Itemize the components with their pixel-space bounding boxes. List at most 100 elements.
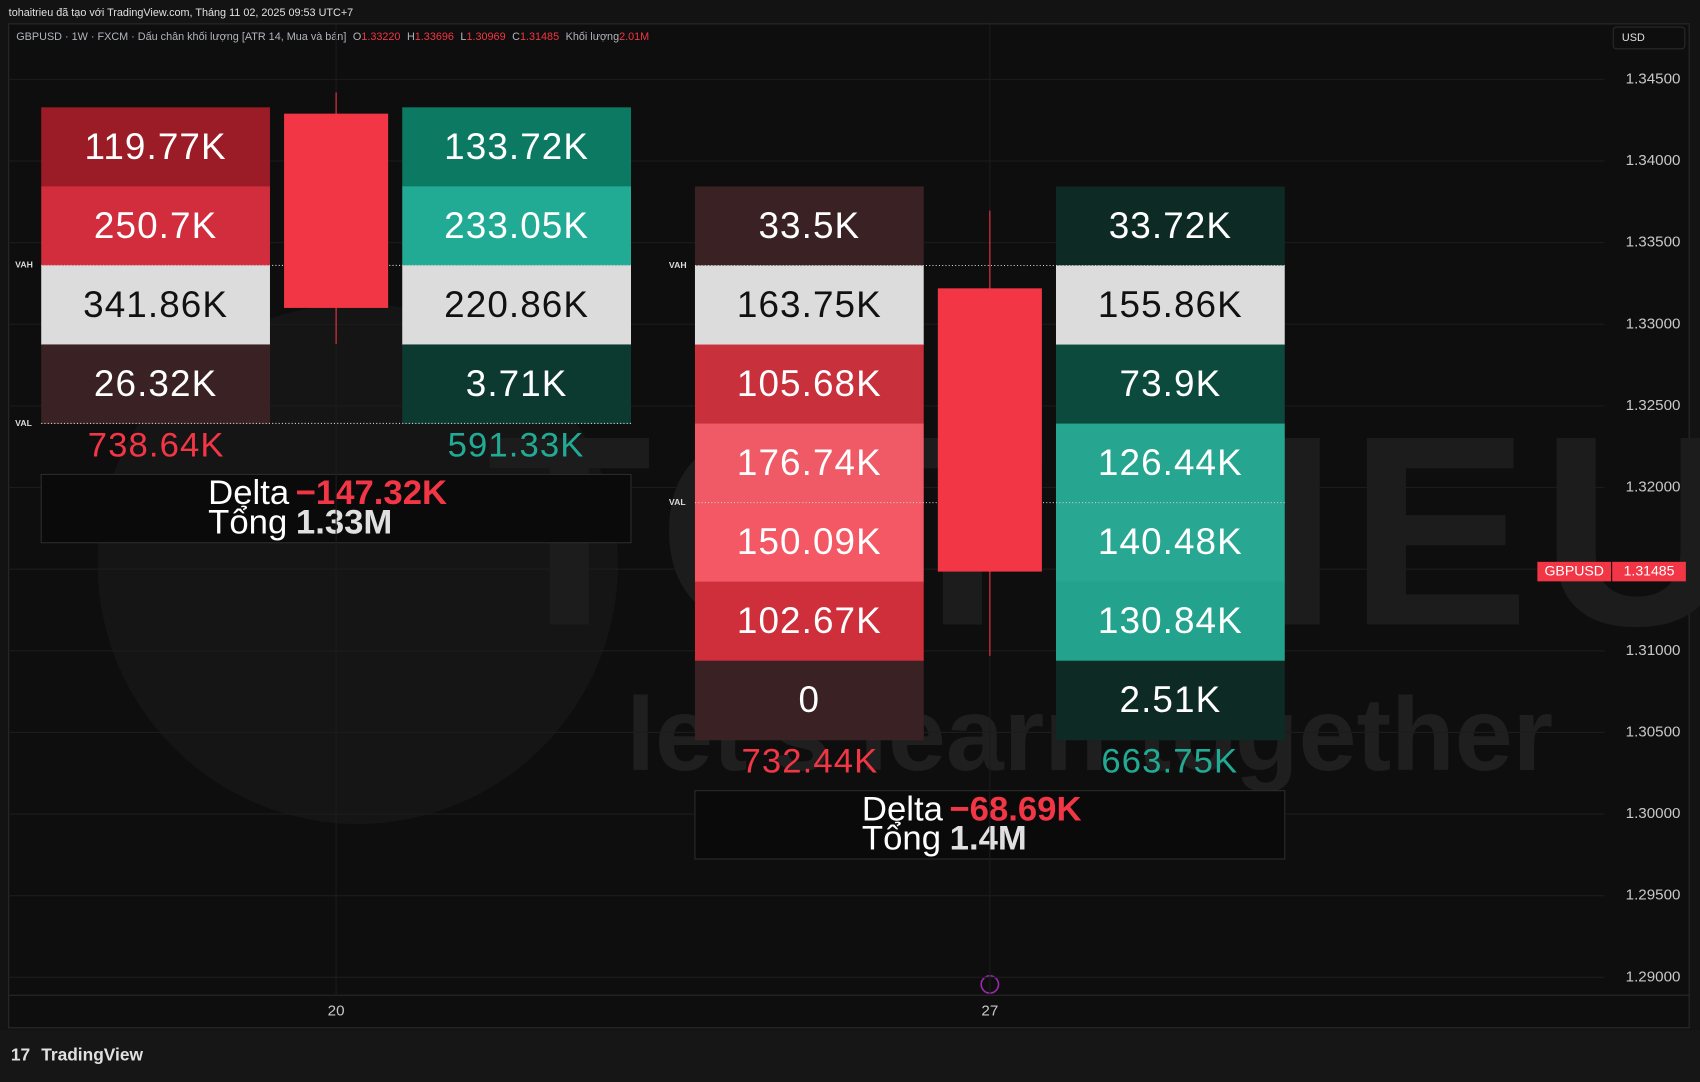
total-label: Tổng bbox=[862, 820, 941, 858]
legend-label: Khối lượng bbox=[566, 31, 619, 43]
price-tick-label: 1.31000 bbox=[1626, 642, 1681, 659]
sell-volume: 102.67K bbox=[737, 600, 882, 641]
buy-cell bbox=[1055, 581, 1285, 662]
buy-cell bbox=[402, 107, 631, 187]
sell-cell bbox=[41, 107, 270, 187]
buy-volume: 126.44K bbox=[1098, 442, 1243, 483]
sell-cell bbox=[694, 423, 924, 504]
legend-title: GBPUSD · 1W · FXCM · Dấu chân khối lượng… bbox=[16, 31, 346, 43]
sell-cell bbox=[41, 265, 270, 345]
buy-cell bbox=[1055, 265, 1285, 346]
delta-line: Delta −147.32K bbox=[208, 474, 447, 512]
sell-cell bbox=[694, 502, 924, 583]
sell-cell bbox=[41, 186, 270, 266]
buy-volume: 33.72K bbox=[1109, 205, 1232, 246]
total-line: Tổng 1.4M bbox=[862, 820, 1027, 858]
buy-cell bbox=[402, 186, 631, 266]
sell-volume: 119.77K bbox=[84, 126, 226, 167]
sell-cell bbox=[694, 344, 924, 425]
total-value: 1.4M bbox=[950, 820, 1027, 858]
footer-logo: TradingView bbox=[41, 1045, 143, 1065]
buy-cell bbox=[1055, 502, 1285, 583]
delta-label: Delta bbox=[208, 474, 290, 512]
vah-label: VAH bbox=[15, 260, 33, 270]
sell-volume: 26.32K bbox=[94, 363, 217, 404]
watermark-logo bbox=[97, 303, 618, 824]
legend-label: O bbox=[353, 31, 361, 43]
legend-label: H bbox=[407, 31, 415, 43]
total-value: 1.33M bbox=[296, 503, 392, 541]
candle-body bbox=[284, 113, 389, 308]
total-line: Tổng 1.33M bbox=[208, 503, 392, 541]
val-label: VAL bbox=[15, 418, 32, 428]
total-label: Tổng bbox=[208, 503, 287, 541]
price-tag-symbol: GBPUSD bbox=[1544, 562, 1603, 578]
sell-cell bbox=[694, 186, 924, 267]
price-tick-label: 1.33000 bbox=[1626, 315, 1681, 332]
legend: GBPUSD · 1W · FXCM · Dấu chân khối lượng… bbox=[16, 31, 649, 43]
delta-line: Delta −68.69K bbox=[862, 790, 1082, 828]
sell-volume: 33.5K bbox=[758, 205, 860, 246]
legend-value: 1.31485 bbox=[520, 31, 559, 43]
buy-volume: 133.72K bbox=[444, 126, 589, 167]
buy-total: 663.75K bbox=[1101, 743, 1238, 781]
delta-value: −147.32K bbox=[296, 474, 447, 512]
legend-label: L bbox=[460, 31, 466, 43]
buy-cell bbox=[402, 265, 631, 345]
delta-value: −68.69K bbox=[949, 790, 1081, 828]
price-tick-label: 1.29500 bbox=[1626, 887, 1681, 904]
sell-volume: 0 bbox=[799, 679, 821, 720]
sell-volume: 150.09K bbox=[737, 521, 882, 562]
buy-volume: 155.86K bbox=[1098, 284, 1243, 325]
sell-cell bbox=[694, 265, 924, 346]
sell-volume: 250.7K bbox=[94, 205, 217, 246]
price-tick-label: 1.29000 bbox=[1626, 968, 1681, 985]
candle-body bbox=[937, 288, 1042, 572]
buy-volume: 2.51K bbox=[1119, 679, 1221, 720]
sell-cell bbox=[694, 660, 924, 741]
buy-volume: 233.05K bbox=[444, 205, 589, 246]
legend-value: 1.30969 bbox=[466, 31, 505, 43]
buy-total: 591.33K bbox=[448, 426, 585, 464]
price-tick-label: 1.32000 bbox=[1626, 479, 1681, 496]
price-tick-label: 1.34500 bbox=[1626, 70, 1681, 87]
price-tag-value-bg bbox=[1612, 561, 1686, 582]
price-tick-label: 1.32500 bbox=[1626, 397, 1681, 414]
sell-volume: 105.68K bbox=[737, 363, 882, 404]
buy-volume: 3.71K bbox=[466, 363, 568, 404]
footer-bar bbox=[0, 1029, 1700, 1082]
sell-volume: 341.86K bbox=[83, 284, 228, 325]
header-text: tohaitrieu đã tạo với TradingView.com, T… bbox=[9, 7, 354, 19]
legend-label: C bbox=[512, 31, 520, 43]
currency-button[interactable] bbox=[1612, 26, 1686, 50]
footer-logo-mark: 17 bbox=[11, 1045, 30, 1065]
time-tick-label: 20 bbox=[328, 1003, 345, 1020]
price-tick-label: 1.30000 bbox=[1626, 805, 1681, 822]
price-tick-label: 1.30500 bbox=[1626, 723, 1681, 740]
sell-cell bbox=[694, 581, 924, 662]
sell-volume: 163.75K bbox=[737, 284, 882, 325]
buy-volume: 73.9K bbox=[1119, 363, 1221, 404]
buy-volume: 140.48K bbox=[1098, 521, 1243, 562]
buy-cell bbox=[1055, 344, 1285, 425]
sell-cell bbox=[41, 344, 270, 425]
delta-label: Delta bbox=[862, 790, 944, 828]
price-tag-symbol-bg bbox=[1537, 561, 1612, 582]
sell-total: 738.64K bbox=[88, 426, 225, 464]
vah-label: VAH bbox=[669, 260, 687, 270]
sell-volume: 176.74K bbox=[737, 442, 882, 483]
val-label: VAL bbox=[669, 497, 686, 507]
legend-value: 2.01M bbox=[619, 31, 649, 43]
buy-volume: 220.86K bbox=[444, 284, 589, 325]
price-tick-label: 1.33500 bbox=[1626, 234, 1681, 251]
legend-value: 1.33696 bbox=[415, 31, 454, 43]
price-tick-label: 1.34000 bbox=[1626, 152, 1681, 169]
buy-cell bbox=[1055, 660, 1285, 741]
sell-total: 732.44K bbox=[741, 743, 878, 781]
currency: USD bbox=[1622, 32, 1645, 44]
buy-cell bbox=[402, 344, 631, 425]
legend-value: 1.33220 bbox=[361, 31, 400, 43]
time-tick-label: 27 bbox=[981, 1003, 998, 1020]
